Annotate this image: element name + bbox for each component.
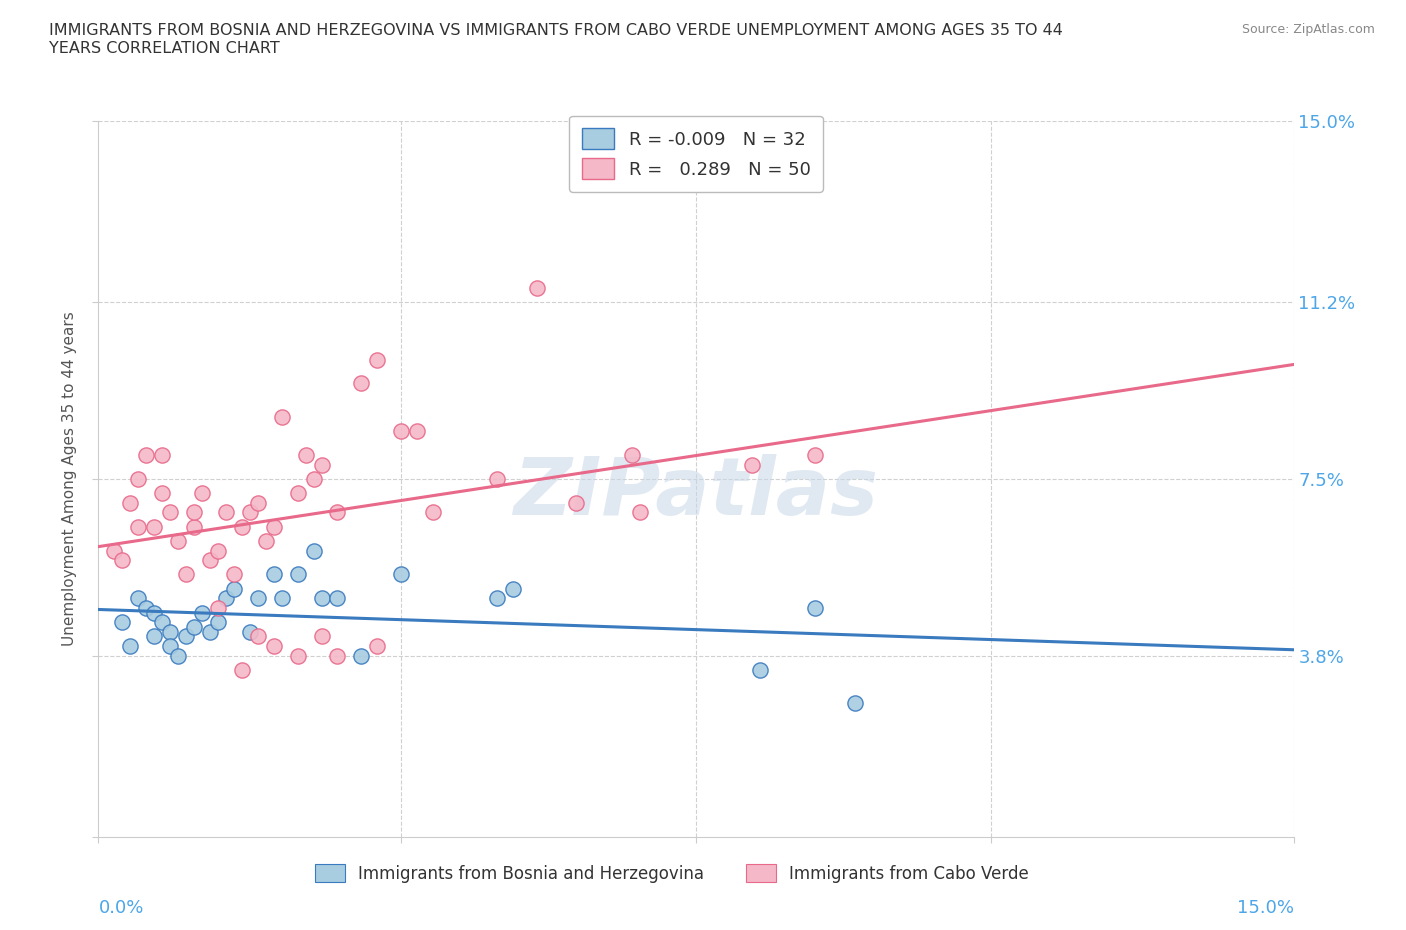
- Point: [246, 591, 269, 605]
- Point: [198, 624, 221, 639]
- Point: [183, 505, 205, 520]
- Point: [135, 447, 157, 462]
- Point: [215, 505, 238, 520]
- Point: [103, 543, 125, 558]
- Point: [804, 447, 827, 462]
- Point: [183, 619, 205, 634]
- Point: [198, 552, 221, 567]
- Point: [127, 519, 149, 534]
- Text: Source: ZipAtlas.com: Source: ZipAtlas.com: [1241, 23, 1375, 36]
- Point: [389, 424, 412, 439]
- Point: [150, 485, 173, 500]
- Point: [239, 505, 262, 520]
- Point: [150, 447, 173, 462]
- Point: [270, 409, 292, 424]
- Point: [628, 505, 651, 520]
- Point: [565, 496, 588, 511]
- Y-axis label: Unemployment Among Ages 35 to 44 years: Unemployment Among Ages 35 to 44 years: [62, 312, 77, 646]
- Point: [167, 648, 190, 663]
- Point: [844, 696, 866, 711]
- Text: 0.0%: 0.0%: [98, 899, 143, 917]
- Point: [302, 543, 325, 558]
- Point: [311, 591, 333, 605]
- Point: [621, 447, 644, 462]
- Point: [222, 567, 245, 582]
- Point: [748, 662, 770, 677]
- Point: [207, 543, 229, 558]
- Point: [191, 605, 214, 620]
- Legend: Immigrants from Bosnia and Herzegovina, Immigrants from Cabo Verde: Immigrants from Bosnia and Herzegovina, …: [308, 857, 1036, 889]
- Point: [287, 567, 309, 582]
- Point: [741, 458, 763, 472]
- Point: [150, 615, 173, 630]
- Point: [389, 567, 412, 582]
- Point: [366, 352, 388, 367]
- Point: [287, 485, 309, 500]
- Point: [326, 648, 349, 663]
- Point: [159, 639, 181, 654]
- Point: [111, 552, 134, 567]
- Point: [311, 629, 333, 644]
- Point: [263, 639, 285, 654]
- Point: [143, 519, 166, 534]
- Point: [485, 591, 508, 605]
- Point: [302, 472, 325, 486]
- Point: [263, 567, 285, 582]
- Point: [804, 601, 827, 616]
- Text: IMMIGRANTS FROM BOSNIA AND HERZEGOVINA VS IMMIGRANTS FROM CABO VERDE UNEMPLOYMEN: IMMIGRANTS FROM BOSNIA AND HERZEGOVINA V…: [49, 23, 1063, 56]
- Point: [422, 505, 444, 520]
- Point: [231, 662, 253, 677]
- Point: [254, 534, 277, 549]
- Point: [167, 534, 190, 549]
- Point: [183, 519, 205, 534]
- Point: [406, 424, 429, 439]
- Point: [350, 376, 373, 391]
- Point: [135, 601, 157, 616]
- Point: [207, 601, 229, 616]
- Point: [222, 581, 245, 596]
- Point: [526, 281, 548, 296]
- Point: [485, 472, 508, 486]
- Point: [263, 519, 285, 534]
- Point: [270, 591, 292, 605]
- Point: [207, 615, 229, 630]
- Point: [326, 505, 349, 520]
- Point: [366, 639, 388, 654]
- Point: [502, 581, 524, 596]
- Point: [311, 458, 333, 472]
- Point: [143, 605, 166, 620]
- Point: [143, 629, 166, 644]
- Point: [350, 648, 373, 663]
- Point: [239, 624, 262, 639]
- Point: [246, 496, 269, 511]
- Point: [231, 519, 253, 534]
- Text: ZIPatlas: ZIPatlas: [513, 454, 879, 532]
- Point: [215, 591, 238, 605]
- Point: [120, 496, 142, 511]
- Point: [191, 485, 214, 500]
- Point: [294, 447, 316, 462]
- Point: [127, 591, 149, 605]
- Text: 15.0%: 15.0%: [1236, 899, 1294, 917]
- Point: [159, 624, 181, 639]
- Point: [326, 591, 349, 605]
- Point: [246, 629, 269, 644]
- Point: [111, 615, 134, 630]
- Point: [174, 567, 197, 582]
- Point: [120, 639, 142, 654]
- Point: [174, 629, 197, 644]
- Point: [159, 505, 181, 520]
- Point: [287, 648, 309, 663]
- Point: [127, 472, 149, 486]
